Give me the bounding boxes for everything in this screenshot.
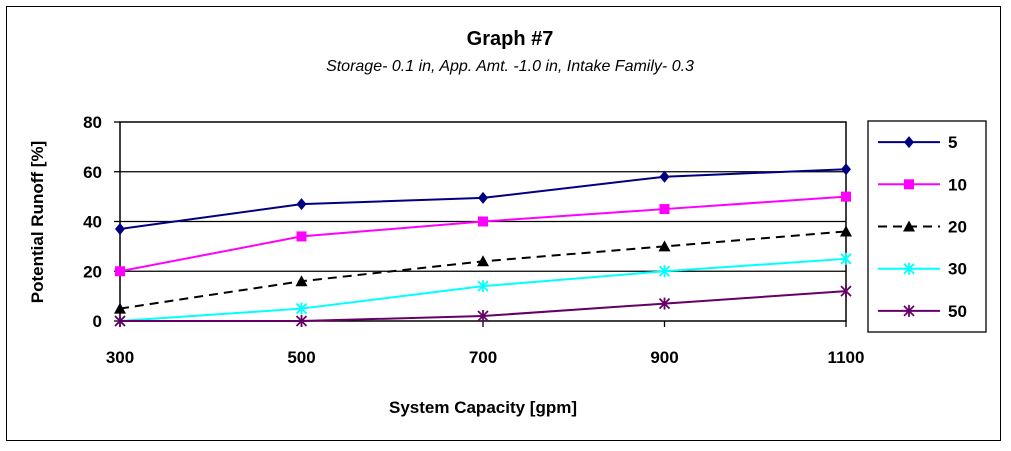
point-20-300 (114, 302, 126, 314)
point-10-1100 (841, 191, 851, 202)
plot-area: 0 20 40 60 80 300 500 700 900 1100 (83, 113, 864, 367)
point-5-900 (659, 170, 670, 183)
y-tick-label-20: 20 (83, 262, 102, 281)
point-50-1100 (840, 285, 852, 298)
point-10-500 (296, 231, 307, 242)
y-tick-label-0: 0 (93, 312, 102, 331)
point-20-500 (295, 275, 308, 287)
point-5-500 (296, 198, 307, 211)
point-5-300 (115, 222, 125, 235)
point-30-1100 (840, 252, 852, 265)
x-tick-label-700: 700 (469, 348, 497, 367)
point-10-900 (659, 204, 670, 215)
point-5-700 (478, 191, 488, 204)
y-axis-label: Potential Runoff [%] (28, 141, 47, 303)
legend-marker-10 (904, 179, 914, 190)
legend-marker-5 (904, 136, 914, 149)
chart-title: Graph #7 (467, 28, 554, 50)
legend-label-5: 5 (948, 133, 957, 152)
point-30-900 (658, 265, 671, 278)
point-20-900 (658, 240, 671, 252)
point-50-700 (477, 310, 489, 323)
legend: 5 10 20 30 50 (867, 120, 987, 333)
x-axis-label: System Capacity [gpm] (389, 398, 577, 417)
point-50-500 (295, 315, 308, 327)
series-line-20 (119, 230, 847, 310)
legend-marker-50 (903, 304, 915, 317)
chart-subtitle: Storage- 0.1 in, App. Amt. -1.0 in, Inta… (326, 58, 694, 75)
point-20-1100 (840, 225, 852, 237)
point-50-900 (658, 297, 671, 310)
chart-frame (6, 6, 1001, 441)
legend-marker-30 (903, 262, 915, 275)
point-10-300 (115, 266, 125, 277)
x-tick-label-300: 300 (106, 348, 134, 367)
legend-label-20: 20 (948, 218, 967, 237)
legend-label-30: 30 (948, 260, 967, 279)
point-20-700 (477, 255, 489, 267)
point-50-300 (114, 315, 126, 327)
x-tick-label-1100: 1100 (828, 348, 865, 367)
point-30-700 (477, 280, 489, 293)
legend-label-50: 50 (948, 302, 967, 321)
legend-label-10: 10 (948, 175, 967, 194)
legend-marker-20 (903, 220, 915, 232)
point-10-700 (478, 216, 488, 227)
y-tick-label-60: 60 (83, 163, 102, 182)
point-30-500 (295, 302, 308, 315)
point-5-1100 (841, 163, 851, 176)
y-tick-label-80: 80 (83, 113, 102, 132)
x-tick-label-900: 900 (650, 348, 678, 367)
x-tick-label-500: 500 (287, 348, 315, 367)
y-tick-label-40: 40 (83, 213, 102, 232)
